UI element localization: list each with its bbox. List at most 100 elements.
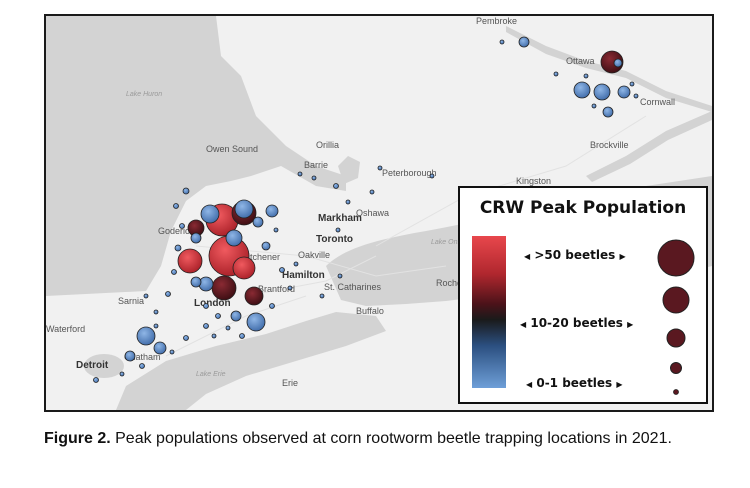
water-label: Lake Ontario [431,239,471,246]
trap-marker-small [287,285,293,291]
trap-marker-small [203,303,209,309]
trap-marker-low [265,204,279,218]
legend-label-high-text: >50 beetles [534,248,616,262]
legend-size-circle [673,389,679,395]
trap-marker-small [119,371,125,377]
trap-marker-high [232,256,256,280]
place-label-toronto: Toronto [316,234,353,245]
trap-marker-small [173,203,179,209]
place-label-erie: Erie [282,378,298,388]
map-figure: Lake Huron Lake Erie Lake Ontario Pembro… [44,14,714,412]
trap-marker-small [153,323,159,329]
trap-marker-low [593,83,611,101]
place-label-kitchener: Kitchener [242,252,280,262]
triangle-right-icon: ▶ [627,320,634,329]
triangle-left-icon: ◀ [520,320,527,329]
trap-marker-small [377,165,383,171]
trap-marker-high [177,248,203,274]
legend-title: CRW Peak Population [479,198,687,218]
trap-marker-high [600,50,624,74]
trap-marker-small [174,244,182,252]
trap-marker-low [602,106,614,118]
trap-marker-low [617,85,631,99]
trap-marker-small [319,293,325,299]
trap-marker-small [225,325,231,331]
place-label-peterborough: Peterborough [382,168,437,178]
trap-marker-small [211,333,217,339]
legend-label-low: ◀ 0-1 beetles ▶ [526,376,623,390]
lake-st-clair [84,354,124,378]
trap-marker-small [629,81,635,87]
place-label-brantford: Brantford [258,284,295,294]
trap-marker-small [143,293,149,299]
lake-simcoe [338,156,360,184]
trap-marker-small [269,303,275,309]
triangle-right-icon: ▶ [619,252,626,261]
place-label-brockville: Brockville [590,140,629,150]
trap-marker-small [297,171,303,177]
trap-markers [93,36,639,383]
figure-caption: Figure 2. Peak populations observed at c… [44,428,724,449]
trap-marker-low [613,58,623,68]
trap-marker-small [311,175,317,181]
trap-marker-low [573,81,591,99]
place-label-buffalo: Buffalo [356,306,384,316]
trap-marker-small [203,323,209,329]
water-label: Lake Erie [196,371,226,378]
map-legend: CRW Peak Population ◀ >50 beetles ▶ ◀ 10… [458,186,708,404]
st-lawrence-river [586,111,712,182]
legend-label-low-text: 0-1 beetles [536,376,613,390]
trap-marker-low [198,276,214,292]
caption-text: Peak populations observed at corn rootwo… [110,430,672,447]
trap-marker-low [153,341,167,355]
trap-marker-small [139,363,145,369]
legend-size-circle [666,328,686,348]
legend-label-high: ◀ >50 beetles ▶ [524,248,626,262]
place-label-kingston: Kingston [516,176,551,186]
trap-marker-small [179,223,185,229]
road-lines [165,115,647,357]
trap-marker-small [345,199,351,205]
trap-marker-small [153,309,159,315]
lake-erie [116,312,386,410]
trap-marker-low [246,312,266,332]
place-label-chatham: Chatham [124,352,161,362]
trap-marker-small [165,291,171,297]
place-label-roche: Roche [436,278,462,288]
trap-marker-small [183,335,189,341]
place-label-st-catharines: St. Catharines [324,282,382,292]
triangle-left-icon: ◀ [524,252,531,261]
legend-size-scale [657,239,695,395]
place-label-goderich: Goderich [158,226,195,236]
place-label-barrie: Barrie [304,160,328,170]
place-label-hamilton: Hamilton [282,270,325,281]
place-label-pembroke: Pembroke [476,16,517,26]
triangle-right-icon: ▶ [616,380,623,389]
trap-marker-low [518,36,530,48]
legend-label-mid-text: 10-20 beetles [530,316,623,330]
trap-marker-small [93,377,99,383]
place-label-london: London [194,298,231,309]
trap-marker-small [279,267,285,273]
legend-size-circle [657,239,695,277]
trap-marker-small [369,189,375,195]
trap-marker-small [215,313,221,319]
trap-marker-small [239,333,245,339]
trap-marker-small [499,39,505,45]
water-label: Lake Huron [126,91,162,98]
trap-marker-small [171,269,177,275]
trap-marker-low [230,310,242,322]
trap-marker-small [553,71,559,77]
trap-marker-low [124,350,136,362]
legend-size-circle [670,362,682,374]
place-label-detroit: Detroit [76,360,109,371]
trap-marker-small [633,93,639,99]
trap-marker-low [252,216,264,228]
legend-color-scale [472,236,506,388]
legend-label-mid: ◀ 10-20 beetles ▶ [520,316,633,330]
triangle-left-icon: ◀ [526,380,533,389]
trap-marker-small [591,103,597,109]
legend-size-circle [662,286,690,314]
place-label-sarnia: Sarnia [118,296,144,306]
trap-marker-small [337,273,343,279]
